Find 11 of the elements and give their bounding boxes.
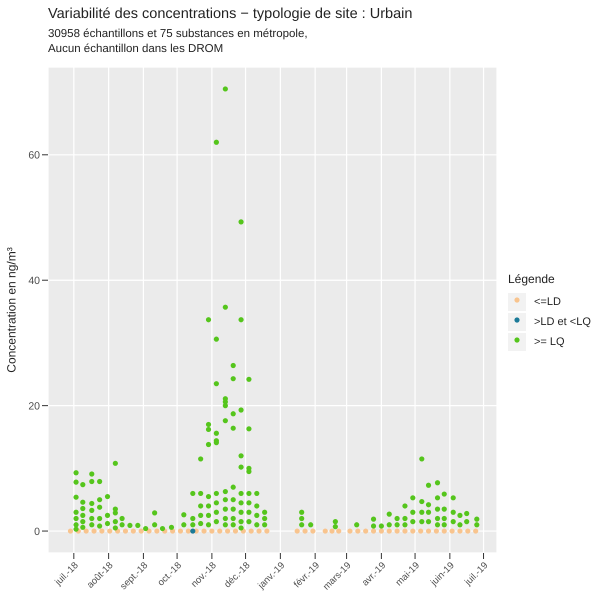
y-tick-label: 60: [28, 150, 40, 162]
legend-label: >LD et <LQ: [534, 316, 591, 328]
chart-title: Variabilité des concentrations − typologie de site : Urbain: [48, 6, 412, 22]
y-tick-label: 0: [34, 526, 40, 538]
legend-label: <=LD: [534, 296, 561, 308]
y-axis-title: Concentration en ng/m³: [4, 247, 18, 373]
y-tick-label: 40: [28, 274, 40, 287]
legend-label: >= LQ: [534, 336, 565, 348]
legend-title: Légende: [508, 272, 556, 286]
y-tick-label: 20: [28, 400, 40, 412]
chart-subtitle: 30958 échantillons et 75 substances en métropole, Aucun échantillon dans les DROM: [48, 27, 308, 57]
